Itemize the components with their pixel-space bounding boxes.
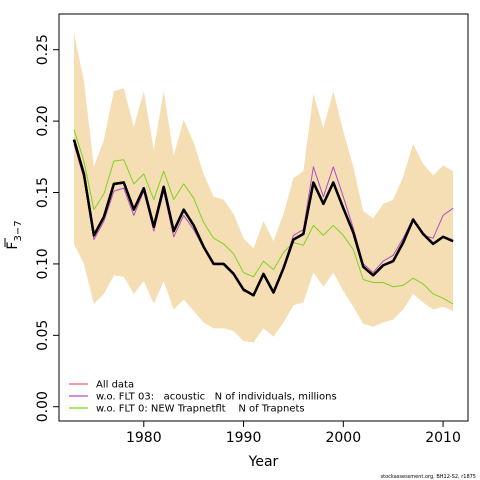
y-axis-title-subscript: 3−7 xyxy=(13,220,24,241)
y-tick-label: 0.25 xyxy=(35,34,51,65)
y-tick-label: 0.05 xyxy=(35,320,51,351)
svg-text:F3−7: F3−7 xyxy=(5,220,24,249)
y-tick-label: 0.15 xyxy=(35,177,51,208)
y-tick-label: 0.00 xyxy=(35,391,51,422)
credit-text: stockassessment.org, BH12-S2, r1875 xyxy=(381,474,476,480)
y-axis-title: F3−7 xyxy=(4,220,24,250)
x-tick-label: 2000 xyxy=(325,430,361,446)
x-tick-label: 1990 xyxy=(226,430,262,446)
y-axis-title-main: F xyxy=(5,242,21,250)
y-tick-label: 0.10 xyxy=(35,248,51,279)
legend-label: w.o. FLT 03: acoustic N of individuals, … xyxy=(96,392,337,403)
series-line-estimate-top xyxy=(72,139,454,297)
legend-label: w.o. FLT 0: NEW Trapnetflt N of Trapnets xyxy=(96,404,305,415)
legend-label: All data xyxy=(96,380,134,391)
x-tick-label: 1980 xyxy=(126,430,162,446)
y-tick-label: 0.20 xyxy=(35,106,51,137)
x-axis: 1980 1990 2000 2010 xyxy=(126,421,461,446)
series-line-3 xyxy=(73,129,454,305)
plot-frame xyxy=(58,13,469,422)
y-axis: 0.00 0.05 0.10 0.15 0.20 0.25 xyxy=(35,34,59,422)
x-axis-title: Year xyxy=(248,454,279,470)
x-tick-label: 2010 xyxy=(425,430,461,446)
series-layer xyxy=(72,129,454,305)
